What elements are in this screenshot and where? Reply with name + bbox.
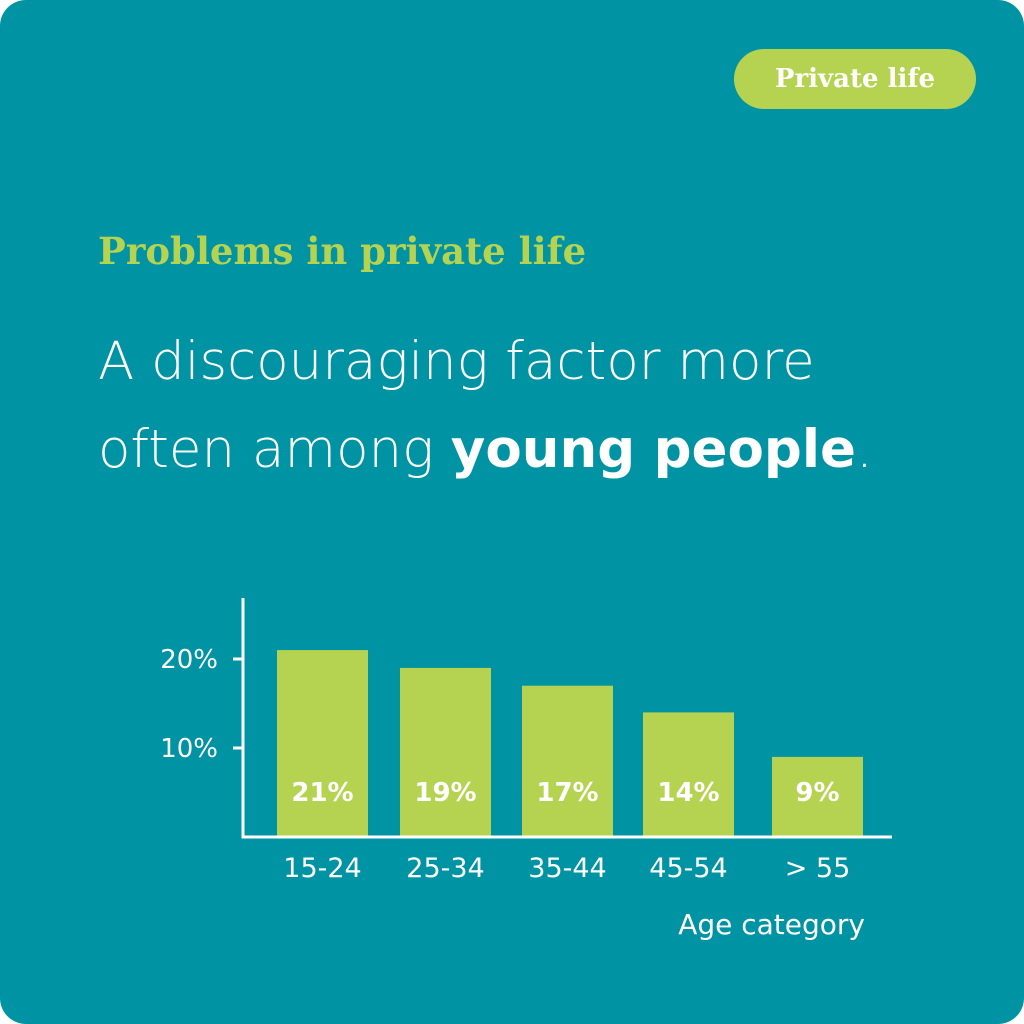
headline-line-2-end: . [855,419,873,480]
bar-value-label: 19% [414,778,476,808]
bar [400,667,491,837]
y-tick-label: 20% [160,645,218,675]
bar [772,756,863,837]
x-tick-label: 25-34 [406,853,484,884]
bars-layer: 21% 19% 17% 14% 9% [277,650,863,837]
section-title: Problems in private life [98,229,587,273]
headline-line-1: A discouraging factor more [98,331,815,392]
axes-layer: 15-24 25-34 35-44 45-54 > 55 10% 20% [160,598,892,884]
bar-value-label: 9% [795,778,839,808]
bar [643,712,734,837]
bar [277,650,368,837]
x-tick-label: > 55 [785,853,851,884]
headline: A discouraging factor more often among yo… [98,318,873,494]
x-axis-title: Age category [678,908,865,941]
x-tick-label: 15-24 [283,853,361,884]
bar [522,685,613,837]
headline-line-2-start: often among [98,419,451,480]
x-tick-label: 45-54 [649,853,727,884]
bar-value-label: 17% [536,778,598,808]
y-tick-label: 10% [160,734,218,764]
category-badge: Private life [734,49,976,109]
bar-value-label: 14% [657,778,719,808]
bar-value-label: 21% [291,778,353,808]
headline-emphasis: young people [450,419,856,480]
x-tick-label: 35-44 [528,853,606,884]
